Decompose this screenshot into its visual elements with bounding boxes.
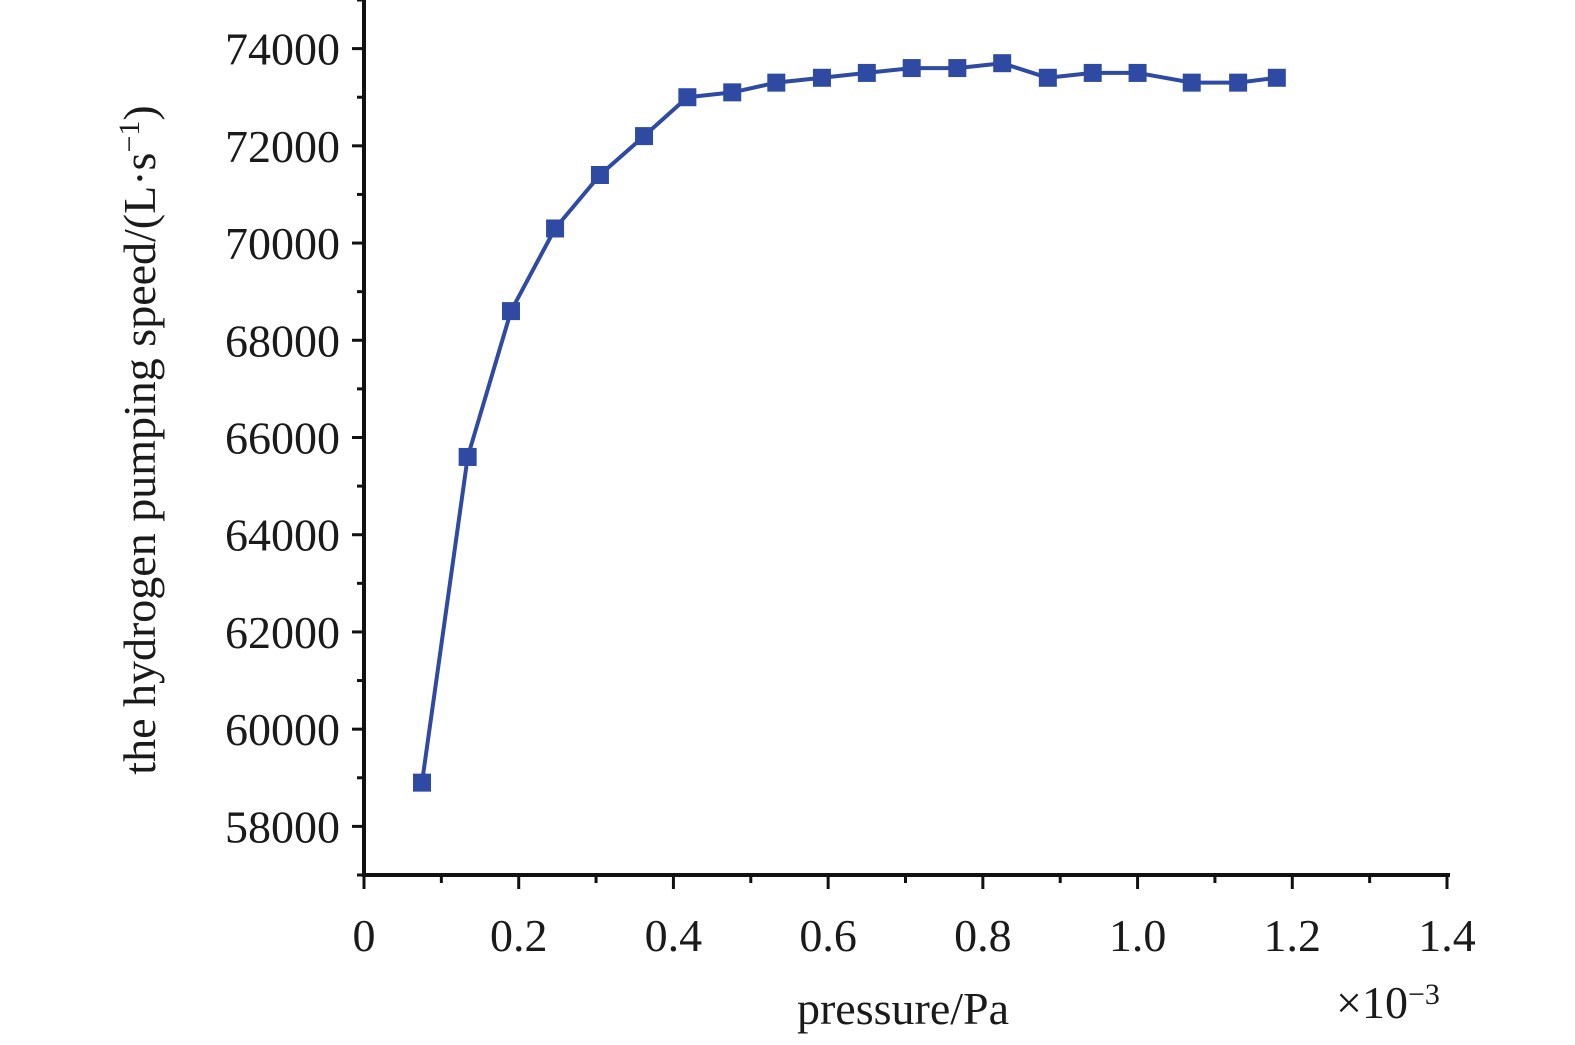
data-point	[546, 219, 565, 238]
x-tick-label: 0.6	[799, 910, 857, 961]
data-point	[1038, 68, 1057, 87]
y-ticks: 58000 60000 62000 64000 66000 68000 70000 72000…	[225, 0, 364, 877]
x-axis-multiplier: ×10−3	[1336, 977, 1440, 1028]
data-point	[902, 59, 921, 78]
data-point	[723, 83, 742, 102]
data-point	[501, 302, 520, 321]
y-tick-label: 58000	[225, 801, 340, 852]
data-point	[678, 88, 697, 107]
data-point	[857, 63, 876, 82]
y-axis-title-exp: −1	[113, 121, 146, 153]
x-axis-title: pressure/Pa	[797, 983, 1009, 1034]
y-axis-title-close: )	[114, 105, 165, 120]
series	[413, 54, 1286, 792]
x-tick-label: 1.0	[1109, 910, 1167, 961]
data-point	[590, 166, 609, 184]
y-axis-title-main: the hydrogen pumping speed/(L·s	[114, 153, 165, 775]
x-tick-label: 1.4	[1418, 910, 1476, 961]
data-point	[413, 773, 432, 792]
y-tick-label: 64000	[225, 510, 340, 561]
y-tick-label: 60000	[225, 704, 340, 755]
y-tick-label: 74000	[225, 24, 340, 75]
y-tick-label: 72000	[225, 121, 340, 172]
x-axis-multiplier-base: ×10	[1336, 977, 1408, 1028]
x-tick-label: 0.8	[954, 910, 1012, 961]
y-axis-title: the hydrogen pumping speed/(L·s−1)	[113, 105, 165, 774]
data-point	[1128, 63, 1147, 82]
data-point	[993, 54, 1012, 73]
y-tick-label: 68000	[225, 315, 340, 366]
data-point	[948, 59, 967, 78]
x-axis-multiplier-exp: −3	[1408, 978, 1440, 1011]
data-point	[767, 73, 786, 92]
y-tick-label: 70000	[225, 218, 340, 269]
x-tick-label: 0.2	[490, 910, 548, 961]
axes	[362, 0, 1450, 877]
data-point	[635, 127, 654, 146]
x-tick-label: 0	[353, 910, 376, 961]
y-tick-label: 66000	[225, 413, 340, 464]
data-point	[1182, 73, 1201, 92]
y-tick-label: 62000	[225, 607, 340, 658]
series-line	[420, 61, 1278, 783]
data-point	[458, 447, 477, 466]
data-point	[1229, 73, 1248, 92]
data-point	[1083, 63, 1102, 82]
x-ticks: 0 0.2 0.4 0.6 0.8 1.0 1.2 1.4	[353, 875, 1476, 961]
x-tick-label: 1.2	[1264, 910, 1322, 961]
x-tick-label: 0.4	[645, 910, 703, 961]
data-point	[1267, 68, 1286, 87]
data-point	[812, 68, 831, 87]
